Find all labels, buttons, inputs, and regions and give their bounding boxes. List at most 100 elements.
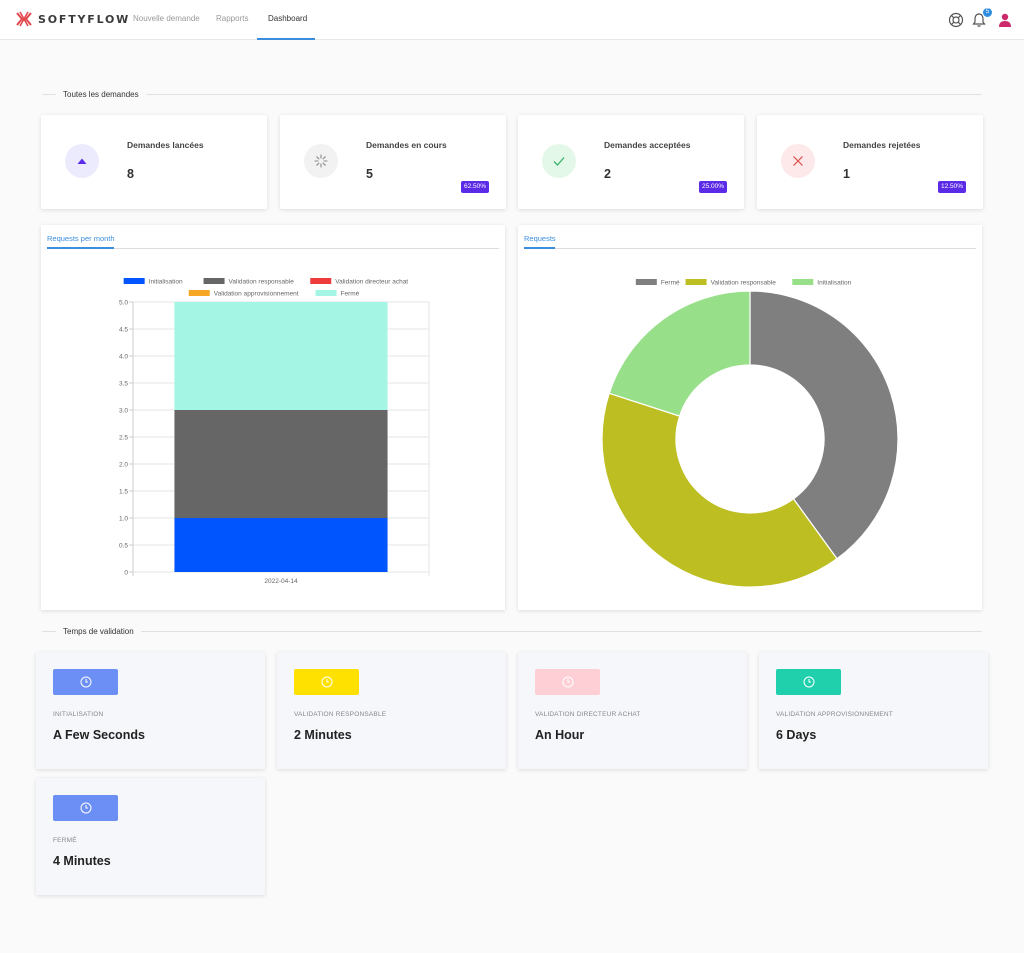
percentage-badge: 12.50%: [937, 181, 966, 193]
nav-rapports[interactable]: Rapports: [216, 14, 249, 23]
nav-dashboard[interactable]: Dashboard: [268, 14, 308, 23]
validation-card-ferme: FERMÉ 4 Minutes: [36, 778, 265, 895]
active-tab-indicator: [47, 247, 114, 249]
notification-count-badge: 5: [983, 8, 992, 17]
stat-card-launched: Demandes lancées 8: [41, 115, 267, 209]
softyflow-logo-icon: [16, 11, 32, 27]
validation-step-label: INITIALISATION: [53, 711, 104, 718]
close-icon: [781, 144, 815, 178]
validation-duration: An Hour: [535, 728, 585, 742]
legend-swatch: [188, 290, 210, 296]
y-tick-label: 1.0: [119, 515, 128, 522]
stat-title: Demandes rejetées: [843, 140, 921, 150]
legend-item[interactable]: Validation responsable: [685, 279, 777, 287]
requests-panel: Requests Fermé Validation responsable Init…: [518, 225, 982, 610]
bar-segment[interactable]: [174, 410, 388, 518]
validation-duration: 4 Minutes: [53, 854, 111, 868]
percentage-badge: 62.50%: [460, 181, 489, 193]
validation-step-label: VALIDATION RESPONSABLE: [294, 711, 387, 718]
spinner-icon: [304, 144, 338, 178]
stat-value: 5: [366, 167, 373, 181]
legend-item[interactable]: Validation responsable: [203, 278, 295, 286]
stacked-bar-chart: Initialisation Validation responsable Vali…: [119, 278, 430, 585]
legend-swatch: [203, 278, 225, 284]
percentage-badge: 25.00%: [698, 181, 727, 193]
y-tick-label: 0: [124, 569, 128, 576]
validation-duration: A Few Seconds: [53, 728, 145, 742]
y-tick-label: 1.5: [119, 488, 128, 495]
tab-requests[interactable]: Requests: [524, 234, 556, 243]
y-tick-label: 4.0: [119, 353, 128, 360]
legend-item[interactable]: Fermé: [635, 279, 680, 287]
user-avatar-icon[interactable]: [997, 12, 1013, 28]
donut-chart: Fermé Validation responsable Initialisatio…: [601, 279, 899, 588]
bar-segment[interactable]: [174, 302, 388, 410]
legend-swatch: [315, 290, 337, 296]
legend-swatch: [792, 279, 814, 285]
triangle-up-icon: [65, 144, 99, 178]
legend-item[interactable]: Validation approvisionnement: [188, 290, 299, 298]
brand-logo[interactable]: SOFTYFLOW: [16, 11, 130, 27]
x-tick-label: 2022-04-14: [264, 578, 298, 585]
clock-icon: [53, 795, 118, 821]
stat-title: Demandes acceptées: [604, 140, 691, 150]
legend-label: Validation responsable: [229, 279, 295, 286]
notification-bell-icon[interactable]: [971, 12, 987, 28]
validation-step-label: VALIDATION APPROVISIONNEMENT: [776, 711, 893, 718]
validation-card-responsable: VALIDATION RESPONSABLE 2 Minutes: [277, 652, 506, 769]
tab-divider: [47, 248, 499, 249]
section-divider: [42, 631, 982, 632]
bar-segment[interactable]: [174, 518, 388, 572]
donut-slice[interactable]: [608, 290, 751, 417]
legend-item[interactable]: Initialisation: [792, 279, 852, 287]
section-divider: [42, 94, 982, 95]
legend-item[interactable]: Validation directeur achat: [310, 278, 408, 286]
stat-title: Demandes lancées: [127, 140, 204, 150]
requests-per-month-panel: Requests per month Initialisation Validat…: [41, 225, 505, 610]
y-tick-label: 5.0: [119, 299, 128, 306]
tab-requests-per-month[interactable]: Requests per month: [47, 234, 115, 243]
validation-card-approvisionnement: VALIDATION APPROVISIONNEMENT 6 Days: [759, 652, 988, 769]
help-lifebuoy-icon[interactable]: [948, 12, 964, 28]
top-navbar: SOFTYFLOW Nouvelle demande Rapports Dash…: [0, 0, 1024, 40]
legend-swatch: [123, 278, 145, 284]
legend-label: Validation responsable: [711, 280, 777, 287]
clock-icon: [776, 669, 841, 695]
stat-title: Demandes en cours: [366, 140, 447, 150]
nav-nouvelle-demande[interactable]: Nouvelle demande: [133, 14, 200, 23]
legend-swatch: [635, 279, 657, 285]
tab-divider: [524, 248, 976, 249]
stat-card-in-progress: Demandes en cours 5 62.50%: [280, 115, 506, 209]
y-tick-label: 2.0: [119, 461, 128, 468]
validation-step-label: FERMÉ: [53, 837, 77, 844]
legend-swatch: [685, 279, 707, 285]
y-tick-label: 2.5: [119, 434, 128, 441]
donut-slice[interactable]: [749, 290, 899, 560]
brand-name: SOFTYFLOW: [38, 12, 131, 26]
legend-label: Validation approvisionnement: [214, 291, 299, 298]
legend-label: Validation directeur achat: [335, 279, 408, 286]
stat-card-accepted: Demandes acceptées 2 25.00%: [518, 115, 744, 209]
stat-card-rejected: Demandes rejetées 1 12.50%: [757, 115, 983, 209]
stat-value: 2: [604, 167, 611, 181]
section-title-requests: Toutes les demandes: [56, 90, 146, 99]
legend-item[interactable]: Initialisation: [123, 278, 183, 286]
legend-label: Fermé: [341, 291, 360, 298]
legend-label: Initialisation: [817, 280, 851, 287]
active-tab-indicator: [524, 247, 555, 249]
validation-step-label: VALIDATION DIRECTEUR ACHAT: [535, 711, 641, 718]
stat-value: 8: [127, 167, 134, 181]
check-icon: [542, 144, 576, 178]
y-tick-label: 3.0: [119, 407, 128, 414]
y-tick-label: 4.5: [119, 326, 128, 333]
section-title-validation: Temps de validation: [56, 627, 141, 636]
validation-card-directeur-achat: VALIDATION DIRECTEUR ACHAT An Hour: [518, 652, 747, 769]
validation-duration: 2 Minutes: [294, 728, 352, 742]
legend-swatch: [310, 278, 332, 284]
donut-slice[interactable]: [601, 392, 838, 588]
legend-label: Fermé: [661, 280, 680, 287]
clock-icon: [294, 669, 359, 695]
active-nav-indicator: [257, 38, 315, 40]
legend-item[interactable]: Fermé: [315, 290, 360, 298]
validation-card-initialisation: INITIALISATION A Few Seconds: [36, 652, 265, 769]
